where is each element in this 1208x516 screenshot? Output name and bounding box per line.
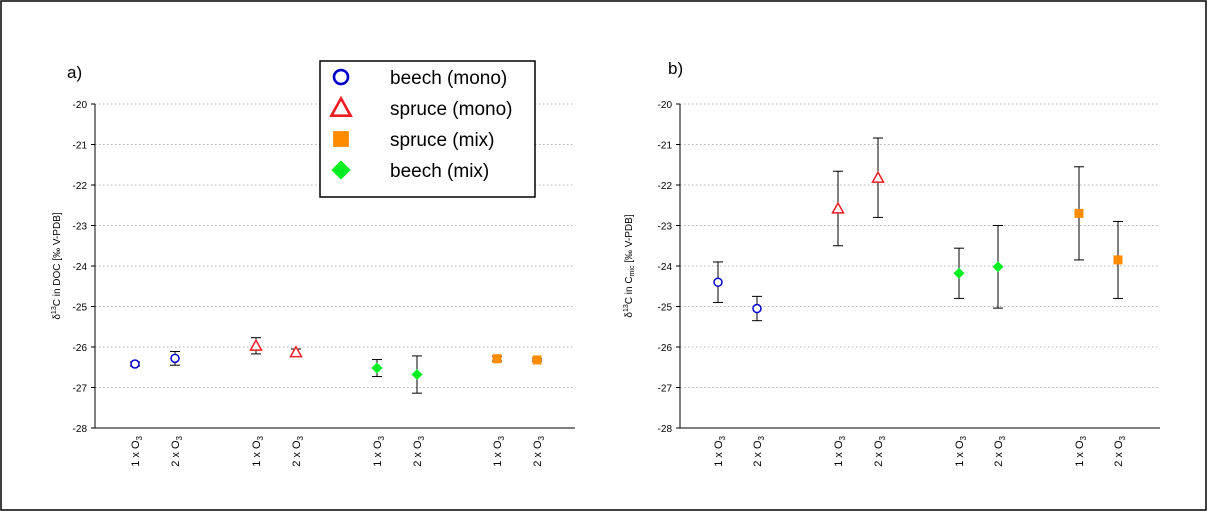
y-tick-label: -28 [658, 424, 673, 435]
y-tick-label: -23 [73, 222, 88, 233]
x-tick-label: 1 x O3 [251, 435, 265, 466]
y-tick-label: -21 [73, 141, 88, 152]
legend-marker [329, 95, 353, 118]
data-point [871, 170, 885, 183]
x-tick-label: 2 x O3 [170, 435, 184, 466]
x-tick-label: 2 x O3 [291, 435, 305, 466]
x-tick-label: 1 x O3 [372, 435, 386, 466]
x-tick-label: 1 x O3 [833, 435, 847, 466]
y-tick-label: -26 [658, 343, 673, 354]
data-point [411, 369, 423, 381]
data-point [492, 354, 502, 364]
x-tick-label: 2 x O3 [993, 435, 1007, 466]
data-point [170, 353, 180, 364]
y-tick-label: -26 [73, 343, 88, 354]
legend-label: spruce (mix) [390, 130, 495, 151]
y-tick-label: -22 [73, 181, 88, 192]
x-tick-label: 2 x O3 [752, 435, 766, 466]
data-point [249, 338, 263, 351]
y-tick-label: -25 [658, 303, 673, 314]
legend-label: beech (mix) [390, 161, 489, 182]
panel-a: a) -20 -21 -22 -23 -24 -25 -26 -27 -28 δ13C in D… [51, 63, 575, 467]
panel-b-ylabel: δ13C in Cmic [‰ V-PDB] [623, 214, 636, 317]
data-point [532, 355, 542, 365]
data-point [752, 303, 762, 314]
x-tick-label: 1 x O3 [954, 435, 968, 466]
y-tick-label: -20 [658, 100, 673, 111]
svg-text:δ13C in DOC [‰ V-PDB]: δ13C in DOC [‰ V-PDB] [51, 212, 63, 320]
y-tick-label: -20 [73, 100, 88, 111]
legend-label: beech (mono) [390, 68, 507, 89]
x-tick-label: 1 x O3 [492, 435, 506, 466]
panel-a-ylabel: δ13C in DOC [‰ V-PDB] [51, 212, 63, 320]
y-tick-label: -24 [658, 262, 673, 273]
x-tick-label: 2 x O3 [412, 435, 426, 466]
data-point [831, 201, 845, 214]
legend: beech (mono) spruce (mono) spruce (mix) bee… [319, 60, 536, 198]
y-tick-label: -21 [658, 141, 673, 152]
data-point [1074, 208, 1084, 218]
panel-b-label: b) [668, 59, 683, 78]
x-tick-label: 2 x O3 [873, 435, 887, 466]
svg-text:δ13C in Cmic [‰ V-PDB]: δ13C in Cmic [‰ V-PDB] [623, 214, 636, 317]
y-tick-label: -24 [73, 262, 88, 273]
data-point [130, 359, 140, 369]
x-tick-label: 1 x O3 [130, 435, 144, 466]
y-tick-label: -25 [73, 303, 88, 314]
legend-marker [333, 131, 349, 147]
x-tick-label: 1 x O3 [1074, 435, 1088, 466]
data-point [953, 267, 965, 279]
data-point [992, 261, 1004, 273]
legend-marker [332, 68, 350, 86]
legend-box [319, 60, 536, 198]
x-tick-label: 1 x O3 [713, 435, 727, 466]
legend-marker [331, 160, 351, 180]
y-tick-label: -22 [658, 181, 673, 192]
y-tick-label: -27 [73, 384, 88, 395]
panel-b: b) -20 -21 -22 -23 -24 -25 -26 -27 -28 δ13C in C… [623, 59, 1160, 467]
legend-label: spruce (mono) [390, 99, 513, 120]
x-tick-label: 2 x O3 [1113, 435, 1127, 466]
y-tick-label: -23 [658, 222, 673, 233]
data-point [371, 362, 383, 374]
y-tick-label: -27 [658, 384, 673, 395]
y-tick-label: -28 [73, 424, 88, 435]
data-point [289, 345, 303, 358]
x-tick-label: 2 x O3 [532, 435, 546, 466]
data-point [713, 277, 723, 287]
panel-a-label: a) [67, 63, 82, 82]
data-point [1113, 255, 1123, 265]
